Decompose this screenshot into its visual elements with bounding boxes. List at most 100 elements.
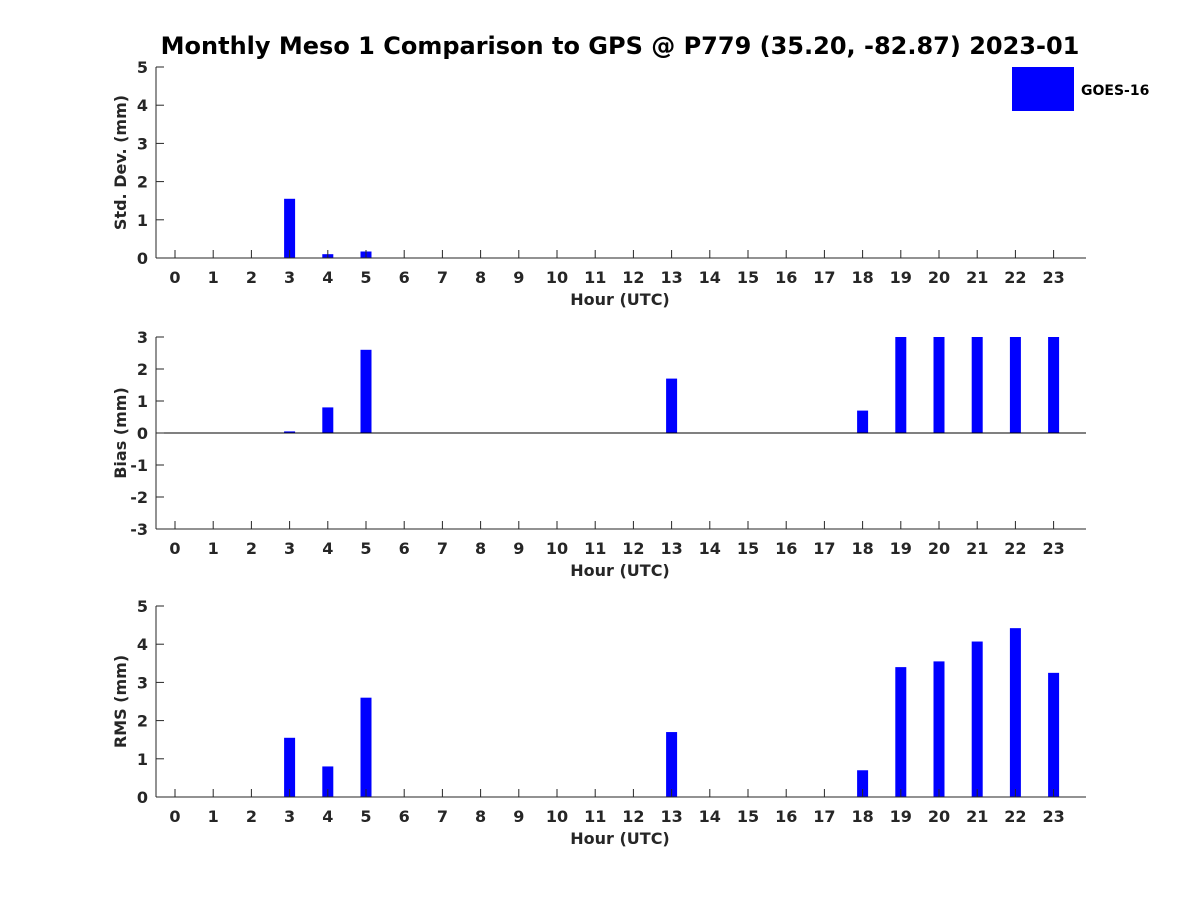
x-tick-label: 5 xyxy=(360,268,371,287)
x-tick-label: 12 xyxy=(622,539,644,558)
y-tick-label: 1 xyxy=(137,211,148,230)
bar-4 xyxy=(322,407,334,433)
x-tick-label: 7 xyxy=(437,268,448,287)
bar-3 xyxy=(284,198,296,258)
x-tick-label: 23 xyxy=(1042,539,1064,558)
y-tick-label: 1 xyxy=(137,750,148,769)
x-axis-label: Hour (UTC) xyxy=(570,561,670,580)
x-tick-label: 22 xyxy=(1004,539,1026,558)
y-tick-label: 0 xyxy=(137,424,148,443)
bar-3 xyxy=(284,431,296,433)
y-tick-label: 4 xyxy=(137,635,148,654)
y-axis-label: RMS (mm) xyxy=(111,655,130,748)
x-tick-label: 3 xyxy=(284,807,295,826)
x-tick-label: 4 xyxy=(322,807,333,826)
x-tick-label: 5 xyxy=(360,539,371,558)
x-tick-label: 6 xyxy=(399,268,410,287)
x-tick-label: 13 xyxy=(660,539,682,558)
x-tick-label: 15 xyxy=(737,539,759,558)
y-tick-label: 2 xyxy=(137,173,148,192)
x-tick-label: 10 xyxy=(546,539,568,558)
bar-3 xyxy=(284,737,296,797)
x-tick-label: 19 xyxy=(890,268,912,287)
x-tick-label: 2 xyxy=(246,268,257,287)
x-tick-label: 18 xyxy=(851,268,873,287)
x-tick-label: 17 xyxy=(813,807,835,826)
y-tick-label: 3 xyxy=(137,328,148,347)
legend-swatch xyxy=(1012,67,1074,111)
bar-22 xyxy=(1009,628,1021,797)
x-tick-label: 3 xyxy=(284,268,295,287)
x-tick-label: 20 xyxy=(928,807,950,826)
x-tick-label: 6 xyxy=(399,807,410,826)
y-tick-label: 1 xyxy=(137,392,148,411)
x-tick-label: 12 xyxy=(622,268,644,287)
x-tick-label: 4 xyxy=(322,268,333,287)
x-tick-label: 23 xyxy=(1042,268,1064,287)
y-axis-label: Std. Dev. (mm) xyxy=(111,95,130,230)
y-tick-label: 0 xyxy=(137,249,148,268)
bar-18 xyxy=(857,770,869,797)
y-tick-label: 4 xyxy=(137,96,148,115)
x-tick-label: 10 xyxy=(546,807,568,826)
x-tick-label: 16 xyxy=(775,807,797,826)
x-tick-label: 0 xyxy=(169,539,180,558)
x-tick-label: 21 xyxy=(966,268,988,287)
y-tick-label: -3 xyxy=(130,520,148,539)
x-tick-label: 8 xyxy=(475,268,486,287)
bar-23 xyxy=(1048,337,1060,433)
y-tick-label: 5 xyxy=(137,597,148,616)
bar-5 xyxy=(360,697,372,797)
bar-13 xyxy=(666,732,678,797)
x-tick-label: 15 xyxy=(737,268,759,287)
x-tick-label: 1 xyxy=(208,539,219,558)
x-tick-label: 14 xyxy=(699,539,721,558)
x-tick-label: 15 xyxy=(737,807,759,826)
bar-19 xyxy=(895,337,907,433)
x-tick-label: 0 xyxy=(169,807,180,826)
x-tick-label: 21 xyxy=(966,539,988,558)
x-tick-label: 11 xyxy=(584,539,606,558)
x-tick-label: 9 xyxy=(513,539,524,558)
x-tick-label: 22 xyxy=(1004,807,1026,826)
bar-20 xyxy=(933,661,945,797)
x-tick-label: 16 xyxy=(775,539,797,558)
bar-22 xyxy=(1009,337,1021,433)
x-tick-label: 13 xyxy=(660,268,682,287)
x-tick-label: 20 xyxy=(928,268,950,287)
x-tick-label: 5 xyxy=(360,807,371,826)
y-tick-label: 2 xyxy=(137,712,148,731)
x-tick-label: 11 xyxy=(584,807,606,826)
bar-21 xyxy=(971,641,983,797)
bar-13 xyxy=(666,378,678,433)
x-tick-label: 17 xyxy=(813,268,835,287)
x-tick-label: 21 xyxy=(966,807,988,826)
y-tick-label: -2 xyxy=(130,488,148,507)
legend-label: GOES-16 xyxy=(1081,83,1149,99)
y-tick-label: 3 xyxy=(137,673,148,692)
x-tick-label: 20 xyxy=(928,539,950,558)
x-tick-label: 4 xyxy=(322,539,333,558)
x-tick-label: 13 xyxy=(660,807,682,826)
bar-21 xyxy=(971,337,983,433)
x-tick-label: 17 xyxy=(813,539,835,558)
x-tick-label: 2 xyxy=(246,807,257,826)
y-tick-label: 0 xyxy=(137,788,148,807)
x-tick-label: 12 xyxy=(622,807,644,826)
x-tick-label: 23 xyxy=(1042,807,1064,826)
x-tick-label: 11 xyxy=(584,268,606,287)
x-tick-label: 6 xyxy=(399,539,410,558)
x-axis-label: Hour (UTC) xyxy=(570,829,670,848)
x-tick-label: 7 xyxy=(437,807,448,826)
bar-4 xyxy=(322,766,334,797)
legend: GOES-16 xyxy=(1012,67,1149,111)
x-tick-label: 19 xyxy=(890,807,912,826)
x-tick-label: 0 xyxy=(169,268,180,287)
x-tick-label: 16 xyxy=(775,268,797,287)
x-tick-label: 18 xyxy=(851,539,873,558)
x-tick-label: 3 xyxy=(284,539,295,558)
